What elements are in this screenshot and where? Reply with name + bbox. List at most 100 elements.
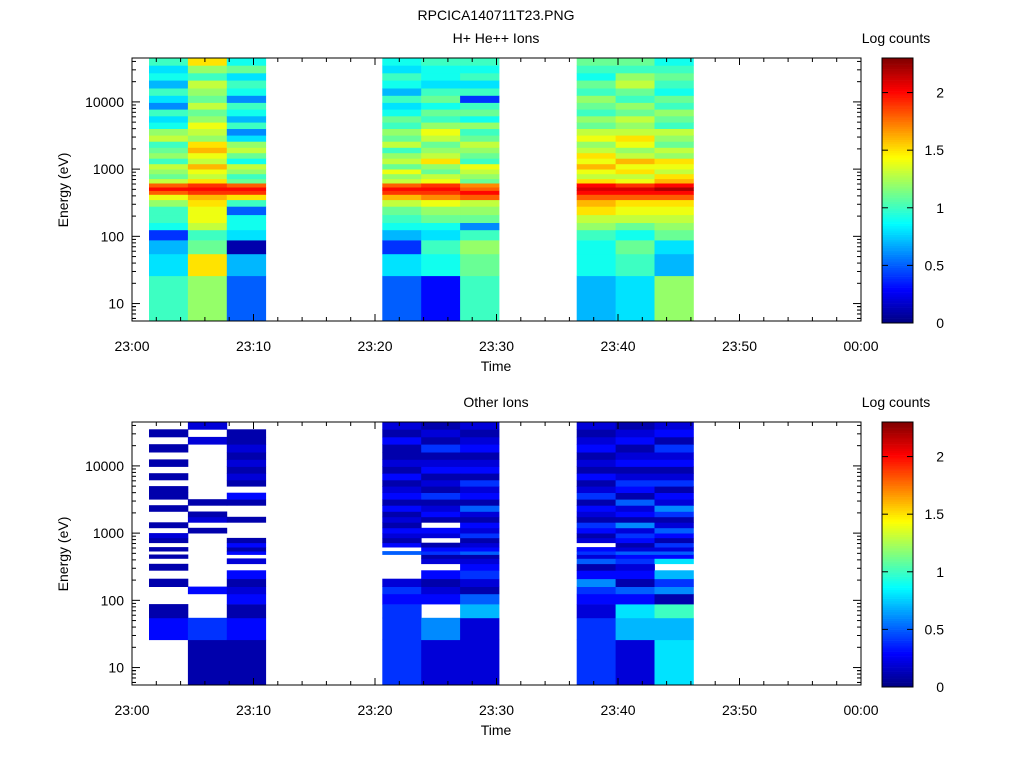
colorbar-segment: [882, 439, 913, 443]
heatmap-cell: [149, 152, 189, 159]
heatmap-cell: [421, 492, 461, 500]
heatmap-cell: [460, 206, 500, 216]
heatmap-cell: [187, 80, 228, 89]
colorbar-segment: [882, 684, 913, 688]
heatmap-cell: [226, 516, 267, 523]
heatmap-cell: [615, 58, 655, 66]
heatmap-cell: [615, 505, 655, 512]
colorbar-segment: [882, 307, 913, 311]
heatmap-cell: [654, 229, 694, 241]
heatmap-cell: [421, 429, 461, 438]
colorbar-segment: [882, 170, 913, 174]
colorbar-segment: [882, 115, 913, 118]
heatmap-cell: [460, 115, 500, 123]
heatmap-cell: [460, 511, 500, 518]
colorbar-segment: [882, 446, 913, 449]
panel-2-colorbar: 0 0.5 1 1.5 2: [881, 421, 944, 695]
heatmap-cell: [382, 436, 422, 445]
colorbar-segment: [882, 433, 913, 436]
heatmap-cell: [460, 452, 500, 460]
heatmap-cell: [460, 158, 500, 165]
heatmap-cell: [149, 128, 189, 136]
colorbar-segment: [882, 261, 913, 264]
heatmap-cell: [654, 222, 694, 231]
heatmap-cell: [615, 473, 655, 481]
heatmap-cell: [149, 58, 189, 66]
heatmap-cell: [460, 547, 500, 552]
colorbar-segment: [882, 430, 913, 434]
heatmap-cell: [654, 533, 694, 539]
heatmap-cell: [382, 102, 422, 110]
colorbar-segment: [882, 64, 913, 68]
heatmap-cell: [654, 187, 694, 191]
heatmap-cell: [149, 187, 189, 191]
heatmap-cell: [615, 444, 655, 453]
colorbar-segment: [882, 638, 913, 641]
heatmap-cell: [615, 533, 655, 539]
heatmap-cell: [460, 163, 500, 170]
colorbar-segment: [882, 75, 913, 79]
heatmap-cell: [226, 537, 267, 544]
heatmap-cell: [421, 452, 461, 460]
heatmap-cell: [576, 206, 616, 216]
heatmap-cell: [576, 152, 616, 159]
heatmap-cell: [382, 537, 422, 544]
colorbar-segment: [882, 647, 913, 650]
heatmap-cell: [382, 639, 422, 686]
heatmap-cell: [576, 516, 616, 523]
panel-2-title: Other Ions: [463, 394, 528, 410]
heatmap-cell: [654, 499, 694, 506]
heatmap-cell: [654, 452, 694, 460]
heatmap-cell: [226, 65, 267, 74]
heatmap-cell: [460, 178, 500, 184]
heatmap-cell: [382, 473, 422, 481]
colorbar-segment: [882, 289, 913, 293]
heatmap-cell: [187, 639, 228, 686]
heatmap-cell: [421, 115, 461, 123]
heatmap-cell: [149, 240, 189, 255]
heatmap-cell: [382, 128, 422, 136]
heatmap-cell: [576, 194, 616, 201]
heatmap-cell: [382, 422, 422, 430]
heatmap-cell: [421, 586, 461, 595]
heatmap-cell: [615, 115, 655, 123]
heatmap-cell: [460, 122, 500, 129]
colorbar-segment: [882, 144, 913, 147]
heatmap-cell: [421, 617, 461, 641]
heatmap-cell: [460, 199, 500, 207]
colorbar-segment: [882, 501, 913, 505]
colorbar-segment: [882, 161, 913, 165]
heatmap-cell: [576, 537, 616, 544]
heatmap-cell: [421, 199, 461, 207]
heatmap-cell: [576, 115, 616, 123]
colorbar-segment: [882, 124, 913, 127]
heatmap-cell: [187, 95, 228, 103]
colorbar-segment: [882, 574, 913, 577]
heatmap-cell: [654, 578, 694, 587]
heatmap-cell: [421, 229, 461, 241]
colorbar-segment: [882, 252, 913, 255]
heatmap-cell: [382, 505, 422, 512]
heatmap-cell: [615, 570, 655, 580]
colorbar-segment: [882, 181, 913, 185]
colorbar-segment: [882, 99, 913, 103]
heatmap-cell: [226, 253, 267, 277]
heatmap-cell: [226, 444, 267, 453]
heatmap-cell: [382, 158, 422, 165]
colorbar-segment: [882, 292, 913, 295]
heatmap-cell: [187, 72, 228, 81]
colorbar-segment: [882, 426, 913, 429]
heatmap-cell: [576, 586, 616, 595]
heatmap-cell: [421, 147, 461, 154]
heatmap-cell: [654, 214, 694, 223]
colorbar-segment: [882, 256, 913, 260]
heatmap-cell: [460, 173, 500, 180]
heatmap-cell: [576, 135, 616, 142]
heatmap-cell: [576, 222, 616, 231]
colorbar-segment: [882, 267, 913, 271]
colorbar-segment: [882, 77, 913, 81]
heatmap-cell: [149, 537, 189, 544]
colorbar-segment: [882, 135, 913, 138]
colorbar-segment: [882, 428, 913, 432]
